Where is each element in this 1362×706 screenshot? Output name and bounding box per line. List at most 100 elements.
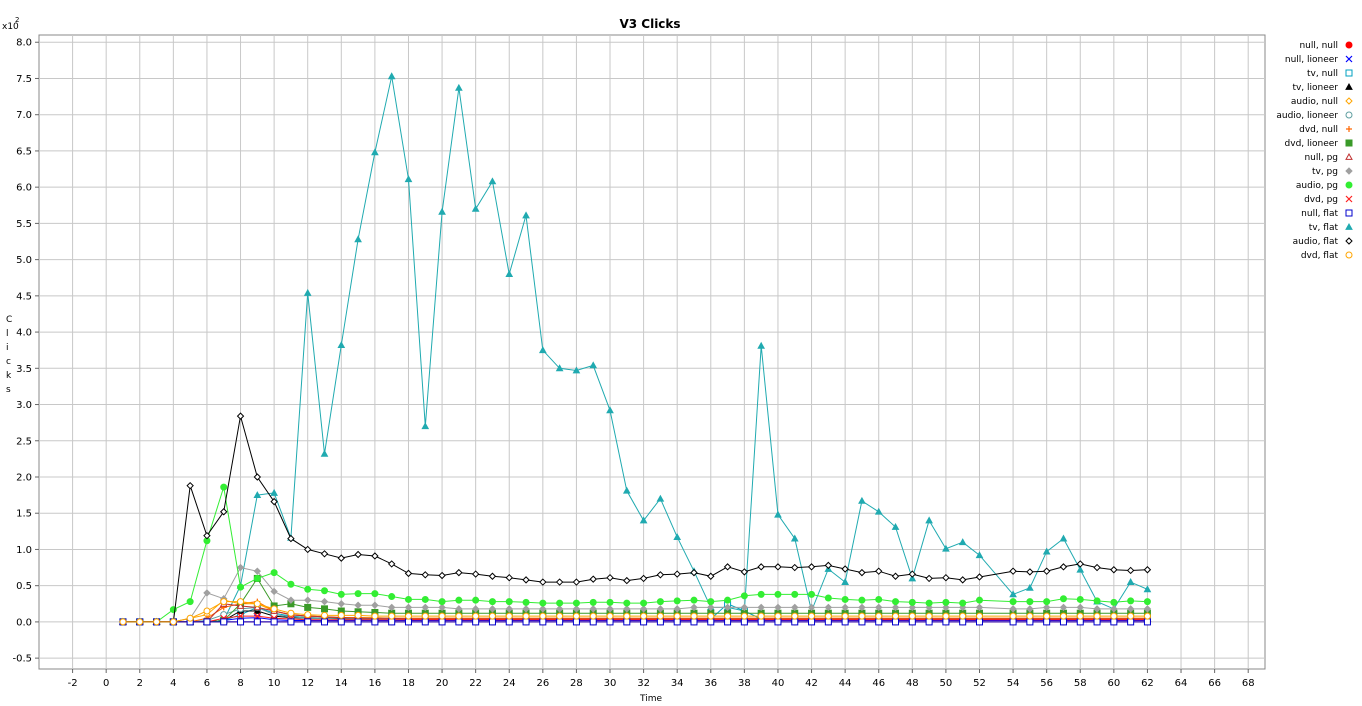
legend-label: dvd, pg	[1304, 195, 1338, 205]
data-point	[673, 597, 681, 605]
series-12	[119, 618, 1151, 626]
data-point	[186, 481, 194, 490]
data-point	[858, 596, 866, 604]
data-point	[303, 288, 312, 296]
y-tick-label: 6.0	[16, 183, 32, 194]
data-point	[337, 554, 346, 562]
x-tick-label: 12	[301, 678, 314, 689]
x-tick-label: 28	[570, 678, 583, 689]
data-point	[505, 270, 514, 278]
x-axis-ticks: -2 0 2 4 6 8 10 12 14 16 18 20 22 24 26 28 30 32 34 36 38 40 4…	[68, 669, 1255, 689]
legend-item: tv, null	[1307, 69, 1353, 79]
data-point	[774, 590, 782, 598]
data-point	[1093, 597, 1101, 605]
data-point	[790, 534, 799, 542]
data-point	[975, 612, 983, 620]
legend-label: null, lioneer	[1285, 55, 1338, 65]
data-point	[404, 595, 412, 603]
data-point	[707, 618, 715, 626]
series-15	[119, 598, 1151, 626]
data-point	[959, 599, 967, 607]
data-point	[1043, 618, 1051, 626]
data-point	[774, 603, 782, 612]
x-tick-label: 0	[103, 678, 109, 689]
data-point	[673, 612, 681, 620]
data-point	[841, 595, 849, 603]
data-point	[287, 580, 295, 588]
data-point	[808, 590, 816, 598]
y-axis-label-char: C	[6, 315, 12, 325]
data-point	[237, 618, 245, 626]
x-tick-label: 52	[973, 678, 986, 689]
data-point	[892, 618, 900, 626]
data-point	[321, 618, 329, 626]
y-axis-label-char: s	[6, 385, 11, 395]
data-point	[287, 618, 295, 626]
data-point	[253, 491, 262, 499]
data-point	[522, 612, 530, 620]
data-point	[237, 612, 244, 620]
data-point	[724, 596, 732, 604]
data-point	[1059, 603, 1068, 612]
data-point	[1009, 590, 1017, 598]
data-point	[337, 618, 345, 626]
data-point	[455, 568, 463, 577]
y-tick-label: 2.0	[16, 472, 32, 483]
data-point	[1126, 605, 1135, 613]
legend-marker	[1345, 251, 1353, 259]
data-point	[791, 563, 799, 572]
data-point	[757, 341, 766, 349]
data-point	[690, 612, 698, 620]
y-multiplier: x10 2	[2, 16, 19, 32]
y-tick-label: 4.5	[16, 291, 32, 302]
y-tick-label: 1.0	[16, 545, 32, 556]
data-point	[656, 612, 664, 620]
data-point	[1026, 618, 1034, 626]
data-point	[589, 575, 597, 583]
data-point	[1059, 534, 1068, 542]
data-point	[623, 605, 631, 613]
data-point	[438, 598, 446, 606]
data-point	[354, 235, 362, 243]
data-point	[1127, 612, 1135, 620]
data-point	[539, 618, 547, 626]
data-point	[1143, 598, 1151, 606]
data-point	[572, 366, 581, 374]
data-point	[387, 560, 396, 568]
data-point	[304, 585, 312, 593]
data-point	[1076, 618, 1084, 626]
y-tick-label: 0.5	[16, 581, 32, 592]
data-point	[270, 497, 278, 506]
data-point	[1093, 605, 1101, 613]
data-point	[891, 603, 900, 612]
data-point	[304, 596, 312, 604]
data-point	[572, 605, 581, 613]
data-point	[169, 618, 177, 626]
data-point	[337, 341, 346, 349]
legend-item: dvd, null	[1299, 125, 1352, 135]
data-point	[892, 612, 900, 620]
data-point	[1110, 618, 1118, 626]
data-point	[237, 583, 245, 591]
data-point	[538, 346, 547, 354]
x-tick-label: 2	[137, 678, 143, 689]
x-tick-label: 16	[369, 678, 382, 689]
y-tick-label: -0.5	[12, 654, 32, 665]
data-point	[908, 618, 916, 626]
data-point	[1110, 612, 1118, 620]
data-point	[1059, 563, 1068, 571]
data-point	[942, 544, 950, 552]
data-point	[841, 565, 849, 573]
data-point	[471, 204, 480, 212]
data-point	[1093, 612, 1101, 620]
data-point	[287, 609, 295, 617]
legend-item: audio, null	[1291, 97, 1353, 107]
data-point	[724, 618, 732, 626]
data-point	[371, 148, 379, 156]
x-tick-label: 40	[772, 678, 785, 689]
data-point	[556, 618, 564, 626]
data-point	[337, 590, 345, 598]
data-point	[1076, 612, 1084, 620]
data-point	[337, 600, 346, 608]
data-point	[623, 599, 631, 607]
